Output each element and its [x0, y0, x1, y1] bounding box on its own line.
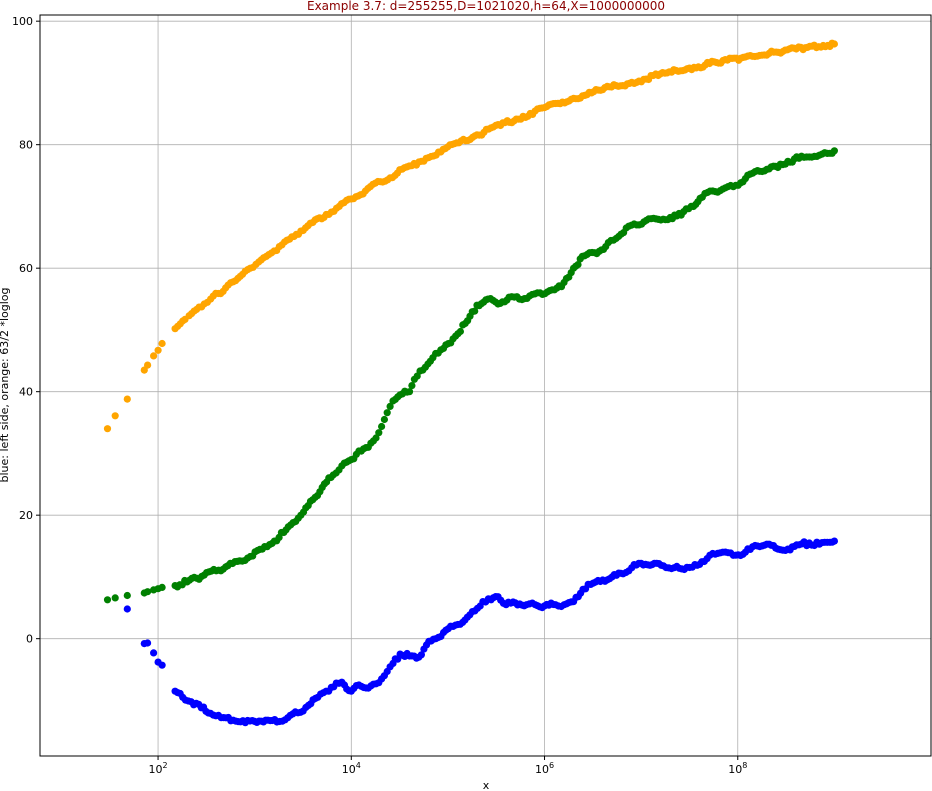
data-points — [103, 39, 839, 727]
data-point — [408, 382, 416, 390]
x-tick-exponent: 2 — [163, 761, 168, 770]
y-tick-label: 0 — [26, 633, 33, 646]
data-point — [158, 661, 166, 669]
data-point — [154, 346, 162, 354]
series-2 — [123, 537, 839, 727]
data-point — [103, 596, 112, 604]
data-point — [375, 429, 383, 437]
x-tick-base: 10 — [149, 763, 163, 776]
x-tick-base: 10 — [342, 763, 356, 776]
x-tick-label: 102 — [149, 761, 168, 776]
data-point — [456, 327, 464, 336]
data-point — [372, 434, 380, 442]
chart-title: Example 3.7: d=255255,D=1021020,h=64,X=1… — [307, 0, 665, 13]
plot-frame — [39, 14, 932, 757]
data-point — [405, 388, 414, 396]
x-tick-label: 108 — [728, 761, 747, 776]
data-point — [158, 339, 166, 348]
grid — [40, 15, 931, 756]
x-tick-exponent: 6 — [549, 761, 554, 770]
y-tick-label: 20 — [19, 509, 33, 522]
data-point — [383, 409, 391, 417]
x-tick-exponent: 4 — [356, 761, 361, 770]
x-tick-base: 10 — [728, 763, 742, 776]
data-point — [830, 147, 839, 155]
y-tick-label: 40 — [19, 386, 33, 399]
series-0 — [103, 39, 839, 433]
x-axis-label: x — [483, 779, 490, 791]
x-tick-base: 10 — [535, 763, 549, 776]
data-point — [574, 261, 582, 269]
series-1 — [103, 147, 839, 604]
data-point — [123, 591, 131, 600]
data-point — [380, 415, 388, 424]
data-point — [386, 402, 394, 410]
data-point — [150, 352, 158, 360]
data-point — [378, 422, 386, 431]
data-point — [158, 583, 166, 592]
data-point — [123, 395, 131, 403]
data-point — [417, 651, 425, 659]
y-tick-label: 80 — [19, 139, 33, 152]
data-point — [144, 361, 152, 369]
data-point — [830, 40, 839, 48]
y-tick-label: 100 — [12, 15, 33, 28]
y-axis-label: blue: left side, orange: 63/2 *loglog — [0, 288, 11, 483]
data-point — [111, 412, 119, 420]
data-point — [103, 425, 112, 433]
x-tick-label: 106 — [535, 761, 554, 776]
data-point — [471, 307, 479, 315]
data-point — [144, 588, 152, 596]
data-point — [144, 639, 152, 647]
data-point — [111, 594, 119, 602]
data-point — [830, 537, 839, 545]
y-tick-label: 60 — [19, 262, 33, 275]
data-point — [123, 605, 131, 613]
data-point — [150, 649, 158, 657]
x-tick-label: 104 — [342, 761, 361, 776]
x-tick-exponent: 8 — [742, 761, 747, 770]
